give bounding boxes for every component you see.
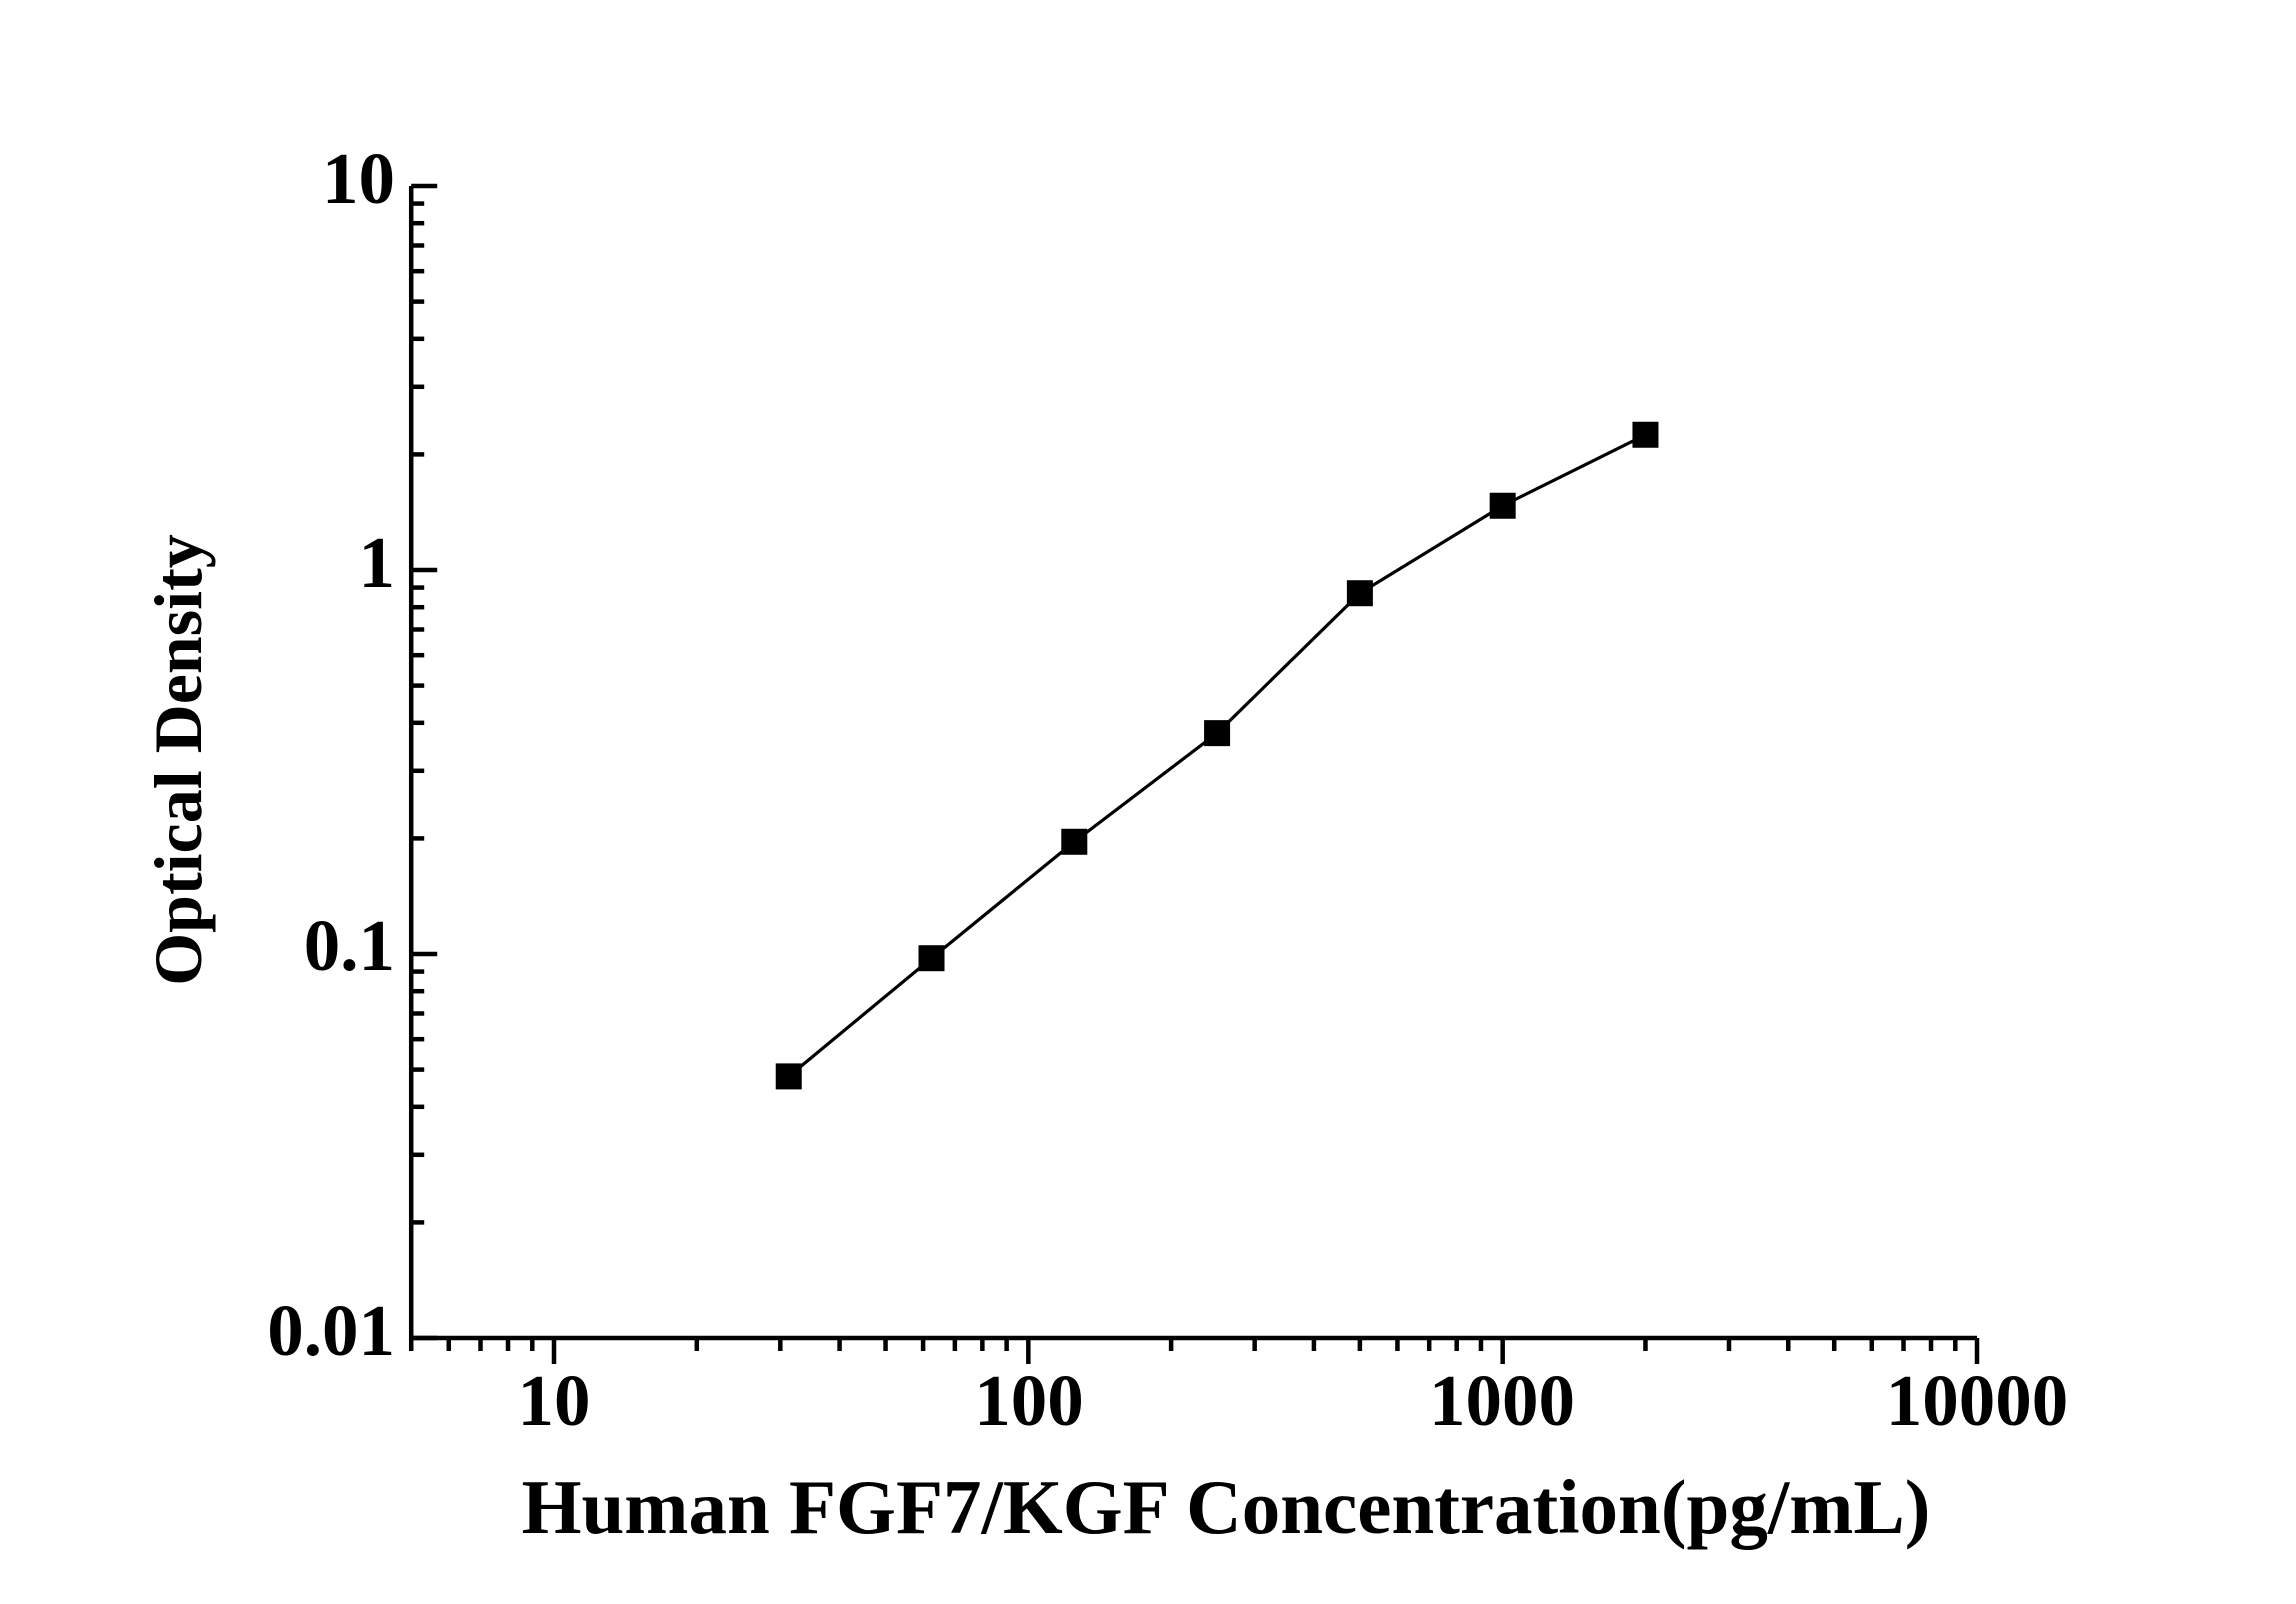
svg-text:10000: 10000 [1886,1360,2069,1441]
svg-text:1: 1 [359,522,396,603]
svg-text:1000: 1000 [1429,1360,1575,1441]
svg-text:10: 10 [322,138,395,219]
svg-text:Optical Density: Optical Density [140,534,216,985]
svg-text:10: 10 [518,1360,591,1441]
svg-text:100: 100 [974,1360,1084,1441]
svg-text:Human FGF7/KGF Concentration(p: Human FGF7/KGF Concentration(pg/mL) [522,1464,1931,1550]
svg-text:0.1: 0.1 [304,905,395,986]
svg-text:0.01: 0.01 [267,1290,395,1371]
